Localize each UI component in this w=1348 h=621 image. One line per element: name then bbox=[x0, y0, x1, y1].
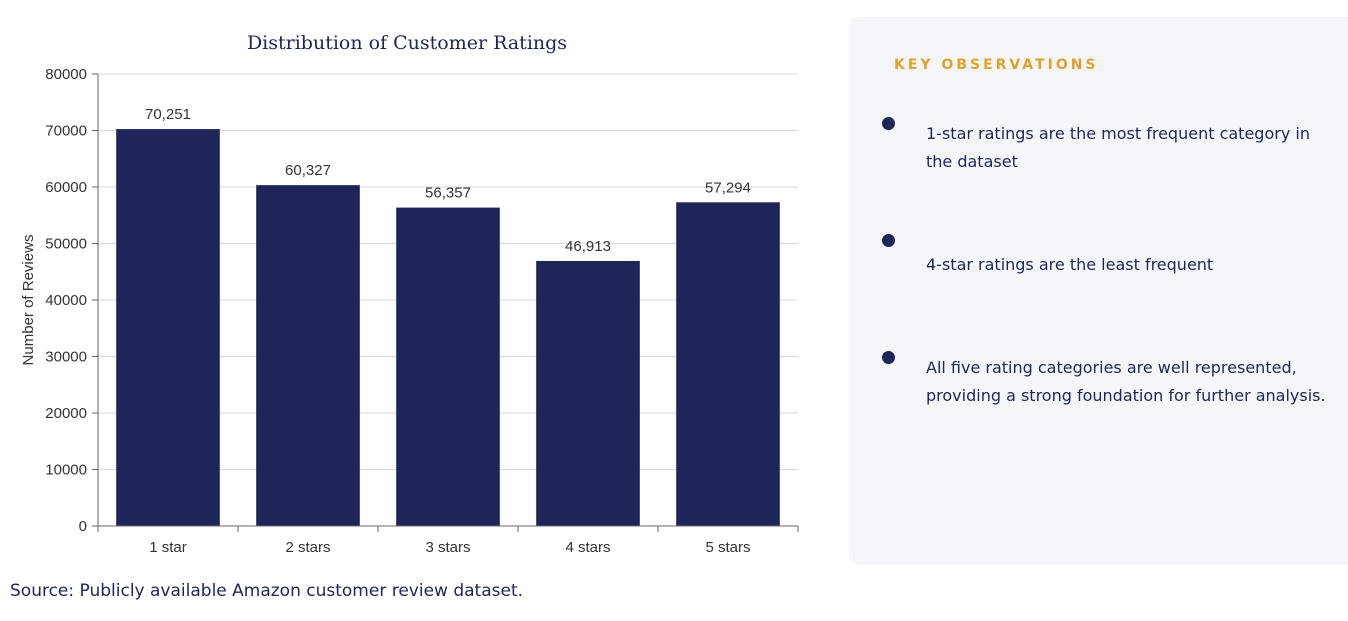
data-label: 46,913 bbox=[565, 238, 611, 255]
y-tick-label: 30000 bbox=[45, 349, 87, 366]
bar-chart: Distribution of Customer Ratings Number … bbox=[20, 32, 799, 556]
bar bbox=[396, 207, 500, 526]
labels: 0 10000 20000 30000 40000 50000 60000 70000 8000… bbox=[45, 66, 751, 556]
bullet-icon bbox=[882, 234, 895, 247]
bars bbox=[116, 129, 780, 527]
observations-panel: KEY OBSERVATIONS 1-star ratings are the … bbox=[849, 17, 1348, 565]
data-label: 60,327 bbox=[285, 162, 331, 179]
x-tick-label: 2 stars bbox=[285, 539, 330, 556]
observation-text: All five rating categories are well repr… bbox=[926, 358, 1326, 405]
y-tick-label: 20000 bbox=[45, 405, 87, 422]
y-tick-label: 50000 bbox=[45, 236, 87, 253]
y-axis-title: Number of Reviews bbox=[20, 235, 37, 366]
observations-heading: KEY OBSERVATIONS bbox=[894, 57, 1099, 73]
bar bbox=[116, 129, 220, 526]
y-tick-label: 70000 bbox=[45, 123, 87, 140]
bar bbox=[256, 185, 360, 526]
x-tick-label: 3 stars bbox=[425, 539, 470, 556]
x-tick-label: 5 stars bbox=[705, 539, 750, 556]
y-tick-label: 60000 bbox=[45, 179, 87, 196]
y-tick-label: 40000 bbox=[45, 292, 87, 309]
chart-title: Distribution of Customer Ratings bbox=[247, 32, 567, 54]
observation-text: 4-star ratings are the least frequent bbox=[926, 255, 1214, 274]
y-tick-label: 80000 bbox=[45, 66, 87, 83]
x-tick-label: 4 stars bbox=[565, 539, 610, 556]
bar bbox=[676, 202, 780, 527]
y-tick-label: 10000 bbox=[45, 462, 87, 479]
bullet-icon bbox=[882, 117, 895, 130]
data-label: 70,251 bbox=[145, 106, 191, 123]
axes bbox=[92, 73, 799, 532]
observation-text: 1-star ratings are the most frequent cat… bbox=[926, 124, 1310, 171]
x-tick-label: 1 star bbox=[149, 539, 187, 556]
y-tick-label: 0 bbox=[79, 518, 87, 535]
bar bbox=[536, 260, 640, 526]
data-label: 57,294 bbox=[705, 179, 751, 196]
bullet-icon bbox=[882, 351, 895, 364]
source-note: Source: Publicly available Amazon custom… bbox=[10, 581, 524, 601]
data-label: 56,357 bbox=[425, 185, 471, 202]
